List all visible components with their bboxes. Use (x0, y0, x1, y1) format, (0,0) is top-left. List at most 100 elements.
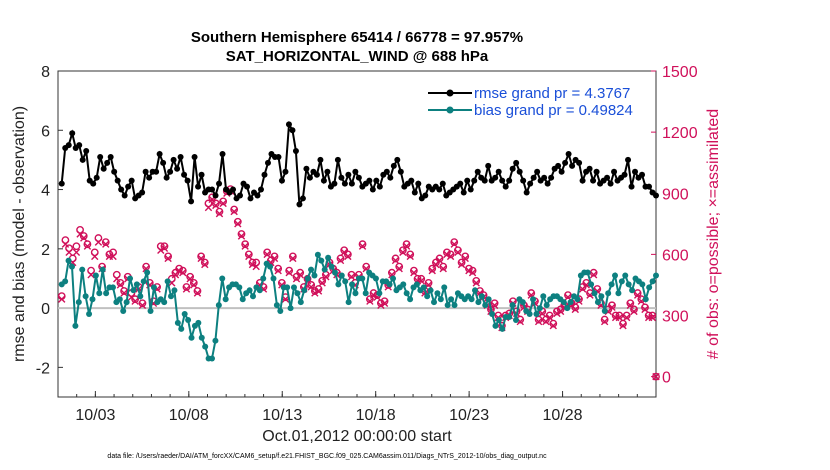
rmse-point (114, 177, 121, 184)
obs-assimilated-stroke (490, 301, 499, 310)
obs-assimilated-marker (461, 254, 469, 263)
obs-possible-marker (461, 252, 470, 261)
obs-assimilated-stroke (622, 313, 631, 322)
bias-point (376, 290, 383, 297)
obs-possible-marker (193, 287, 202, 295)
bias-point (99, 266, 106, 273)
obs-possible-marker (211, 199, 220, 208)
obs-possible-marker (182, 283, 191, 291)
obs-assimilated-stroke (377, 301, 385, 310)
rmse-point (415, 180, 422, 187)
rmse-point (345, 171, 352, 178)
obs-assimilated-marker (589, 271, 598, 279)
rmse-point (481, 177, 488, 184)
x-tick-label: 10/23 (449, 407, 489, 424)
rmse-point (579, 177, 586, 184)
rmse-point (79, 156, 86, 163)
rmse-point (355, 174, 362, 181)
obs-assimilated-marker (274, 266, 282, 275)
rmse-point (264, 159, 271, 166)
obs-assimilated-marker (157, 246, 165, 254)
obs-assimilated-stroke (76, 230, 84, 238)
obs-assimilated-marker (538, 309, 546, 318)
obs-assimilated-marker (87, 271, 95, 279)
rmse-point (467, 186, 474, 193)
obs-assimilated-marker (182, 285, 191, 293)
obs-assimilated-stroke (454, 248, 462, 257)
obs-assimilated-marker (80, 234, 88, 242)
bias-point (68, 263, 75, 270)
rmse-point (65, 142, 72, 149)
obs-possible-marker (619, 319, 627, 328)
obs-assimilated-stroke (248, 260, 257, 269)
rmse-point (257, 186, 264, 193)
y-tick-label: 8 (41, 64, 50, 81)
obs-assimilated-stroke (468, 269, 477, 277)
bias-point (239, 296, 246, 303)
rmse-point (397, 168, 404, 175)
bias-point (96, 290, 103, 297)
obs-assimilated-stroke (439, 264, 447, 273)
y-axis-label-right: # of obs: o=possible; ×=assimilated (705, 109, 722, 359)
obs-possible-marker (472, 276, 481, 285)
rmse-point (125, 183, 132, 190)
rmse-point (163, 174, 170, 181)
bias-point (612, 272, 619, 279)
obs-assimilated-stroke (109, 252, 117, 261)
y-right-tick-label: 600 (662, 247, 689, 264)
rmse-point (520, 177, 527, 184)
bias-point (301, 287, 308, 294)
obs-assimilated-stroke (549, 321, 557, 330)
obs-possible-marker (270, 252, 279, 261)
bias-point (424, 293, 431, 300)
obs-assimilated-marker (457, 260, 466, 269)
obs-assimilated-marker (344, 252, 352, 261)
bias-point (615, 290, 622, 297)
obs-possible-marker (197, 252, 206, 261)
obs-assimilated-marker (263, 250, 271, 259)
obs-possible-marker (131, 295, 140, 304)
obs-possible-marker (230, 205, 239, 214)
rmse-point (177, 153, 184, 160)
obs-possible-marker (343, 250, 352, 259)
obs-assimilated-stroke (65, 248, 73, 257)
obs-assimilated-marker (164, 254, 172, 263)
obs-assimilated-marker (113, 275, 121, 283)
obs-assimilated-marker (215, 209, 224, 218)
bias-point (519, 299, 526, 306)
rmse-point (247, 195, 254, 202)
bias-point (294, 290, 301, 297)
bias-point (164, 278, 171, 285)
obs-possible-marker (439, 262, 448, 271)
obs-possible-marker (318, 276, 327, 285)
bias-point (653, 272, 659, 279)
obs-assimilated-marker (58, 295, 66, 303)
obs-assimilated-stroke (476, 289, 484, 297)
rmse-point (83, 148, 90, 155)
obs-possible-marker (285, 266, 294, 275)
obs-assimilated-stroke (457, 260, 466, 269)
rmse-point (118, 186, 125, 193)
obs-possible-marker (450, 238, 459, 247)
bias-point (284, 284, 291, 291)
obs-assimilated-stroke (245, 252, 253, 261)
obs-assimilated-stroke (545, 313, 554, 322)
obs-assimilated-stroke (630, 307, 638, 316)
obs-possible-marker (428, 264, 437, 273)
obs-assimilated-marker (446, 252, 455, 261)
obs-possible-marker (391, 254, 400, 263)
data-file-footer: data file: /Users/raeder/DAI/ATM_forcXX/… (107, 453, 547, 460)
rmse-point (188, 198, 195, 205)
obs-assimilated-stroke (538, 309, 546, 318)
rmse-point (58, 180, 65, 187)
rmse-point (209, 186, 216, 193)
rmse-point (142, 168, 149, 175)
rmse-point (604, 174, 611, 181)
bias-point (236, 284, 243, 291)
obs-assimilated-marker (619, 321, 627, 330)
bias-point (342, 278, 349, 285)
y-tick-label: 2 (41, 242, 50, 259)
bias-point (79, 266, 86, 273)
obs-assimilated-marker (193, 289, 202, 297)
rmse-point (181, 171, 188, 178)
